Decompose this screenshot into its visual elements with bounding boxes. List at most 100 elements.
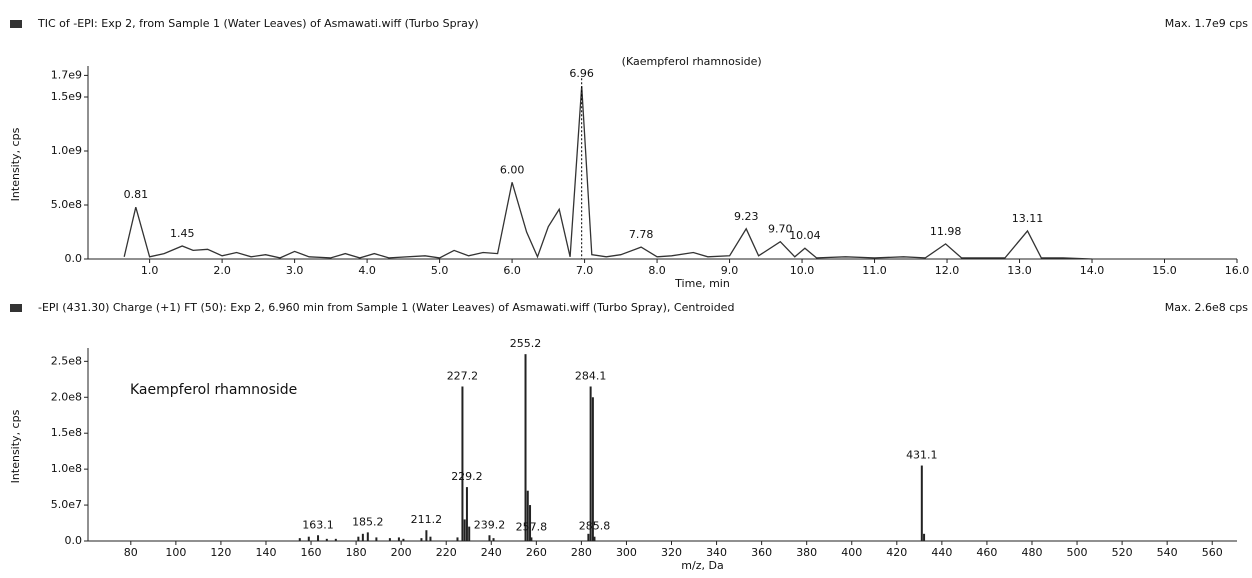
x-tick-label: 320 xyxy=(661,546,682,559)
x-tick-label: 15.0 xyxy=(1152,264,1177,277)
peak-label: 185.2 xyxy=(352,515,384,528)
x-tick-label: 520 xyxy=(1112,546,1133,559)
y-tick-label: 1.5e8 xyxy=(51,426,82,439)
x-tick-label: 2.0 xyxy=(213,264,231,277)
stick xyxy=(397,537,400,541)
x-tick-label: 1.0 xyxy=(141,264,159,277)
stick xyxy=(526,490,529,541)
stick xyxy=(463,519,466,541)
x-tick-label: 420 xyxy=(886,546,907,559)
peak-label: 1.45 xyxy=(170,227,195,240)
stick xyxy=(593,536,596,541)
stick xyxy=(317,535,320,541)
panel-title: -EPI (431.30) Charge (+1) FT (50): Exp 2… xyxy=(38,301,734,314)
x-tick-label: 4.0 xyxy=(358,264,376,277)
x-axis-label: Time, min xyxy=(674,277,730,290)
peak-label: 229.2 xyxy=(451,470,483,483)
stick xyxy=(325,538,328,541)
panel-title: TIC of -EPI: Exp 2, from Sample 1 (Water… xyxy=(37,17,479,30)
y-tick-label: 0.0 xyxy=(65,252,83,265)
y-tick-label: 1.7e9 xyxy=(51,68,82,81)
stick xyxy=(468,526,471,541)
x-tick-label: 300 xyxy=(616,546,637,559)
y-axis-label: Intensity, cps xyxy=(9,127,22,201)
x-tick-label: 14.0 xyxy=(1080,264,1105,277)
peak-label: 255.2 xyxy=(510,337,542,350)
stick xyxy=(587,533,590,541)
x-tick-label: 380 xyxy=(796,546,817,559)
stick xyxy=(461,386,464,541)
stick xyxy=(530,537,533,541)
stick xyxy=(361,533,364,541)
stick xyxy=(923,533,926,541)
max-label: Max. 2.6e8 cps xyxy=(1165,301,1249,314)
x-tick-label: 6.0 xyxy=(503,264,521,277)
x-tick-label: 340 xyxy=(706,546,727,559)
x-tick-label: 360 xyxy=(751,546,772,559)
y-tick-label: 0.0 xyxy=(65,534,83,547)
peak-label: 11.98 xyxy=(930,225,962,238)
stick xyxy=(429,536,432,541)
x-tick-label: 460 xyxy=(976,546,997,559)
annotation: Kaempferol rhamnoside xyxy=(130,382,297,398)
x-tick-label: 240 xyxy=(481,546,502,559)
x-tick-label: 180 xyxy=(346,546,367,559)
peak-label: 227.2 xyxy=(447,369,479,382)
peak-label: 257.8 xyxy=(516,520,548,533)
x-tick-label: 7.0 xyxy=(576,264,594,277)
stick xyxy=(298,538,301,541)
x-tick-label: 280 xyxy=(571,546,592,559)
peak-label: 284.1 xyxy=(575,369,607,382)
peak-label: 0.81 xyxy=(124,188,149,201)
peak-label: 431.1 xyxy=(906,449,938,462)
x-tick-label: 5.0 xyxy=(431,264,449,277)
title-icon xyxy=(10,20,22,28)
x-tick-label: 160 xyxy=(301,546,322,559)
x-tick-label: 9.0 xyxy=(721,264,739,277)
stick xyxy=(456,537,459,541)
peak-label: 239.2 xyxy=(474,518,506,531)
y-tick-label: 1.0e8 xyxy=(51,462,82,475)
stick xyxy=(591,397,594,541)
stick xyxy=(589,386,592,541)
stick xyxy=(920,465,923,541)
y-tick-label: 1.5e9 xyxy=(51,90,82,103)
stick xyxy=(425,530,428,541)
x-tick-label: 500 xyxy=(1067,546,1088,559)
peak-label: 6.96 xyxy=(569,67,594,80)
x-tick-label: 220 xyxy=(436,546,457,559)
x-tick-label: 8.0 xyxy=(648,264,666,277)
y-axis-label: Intensity, cps xyxy=(9,409,22,483)
y-tick-label: 1.0e9 xyxy=(51,144,82,157)
stick xyxy=(375,537,378,541)
peak-label: 13.11 xyxy=(1012,212,1044,225)
peak-label: 10.04 xyxy=(789,229,821,242)
peak-label: 9.70 xyxy=(768,223,793,236)
max-label: Max. 1.7e9 cps xyxy=(1165,17,1249,30)
stick xyxy=(529,505,532,541)
x-tick-label: 440 xyxy=(931,546,952,559)
peak-label: 211.2 xyxy=(411,513,443,526)
x-tick-label: 400 xyxy=(841,546,862,559)
peak-label: 163.1 xyxy=(302,518,334,531)
x-tick-label: 260 xyxy=(526,546,547,559)
x-tick-label: 11.0 xyxy=(862,264,887,277)
peak-label: 285.8 xyxy=(579,520,611,533)
stick xyxy=(307,536,310,541)
stick xyxy=(366,532,369,541)
x-tick-label: 16.0 xyxy=(1225,264,1250,277)
stick xyxy=(420,538,423,541)
tic-line xyxy=(123,86,1093,260)
x-tick-label: 12.0 xyxy=(935,264,960,277)
x-tick-label: 80 xyxy=(124,546,138,559)
x-tick-label: 120 xyxy=(210,546,231,559)
y-tick-label: 2.0e8 xyxy=(51,390,82,403)
x-axis-label: m/z, Da xyxy=(681,559,723,572)
x-tick-label: 140 xyxy=(255,546,276,559)
stick xyxy=(488,535,491,541)
peak-label: 9.23 xyxy=(734,210,759,223)
stick xyxy=(388,538,391,541)
stick xyxy=(492,538,495,541)
x-tick-label: 10.0 xyxy=(790,264,815,277)
